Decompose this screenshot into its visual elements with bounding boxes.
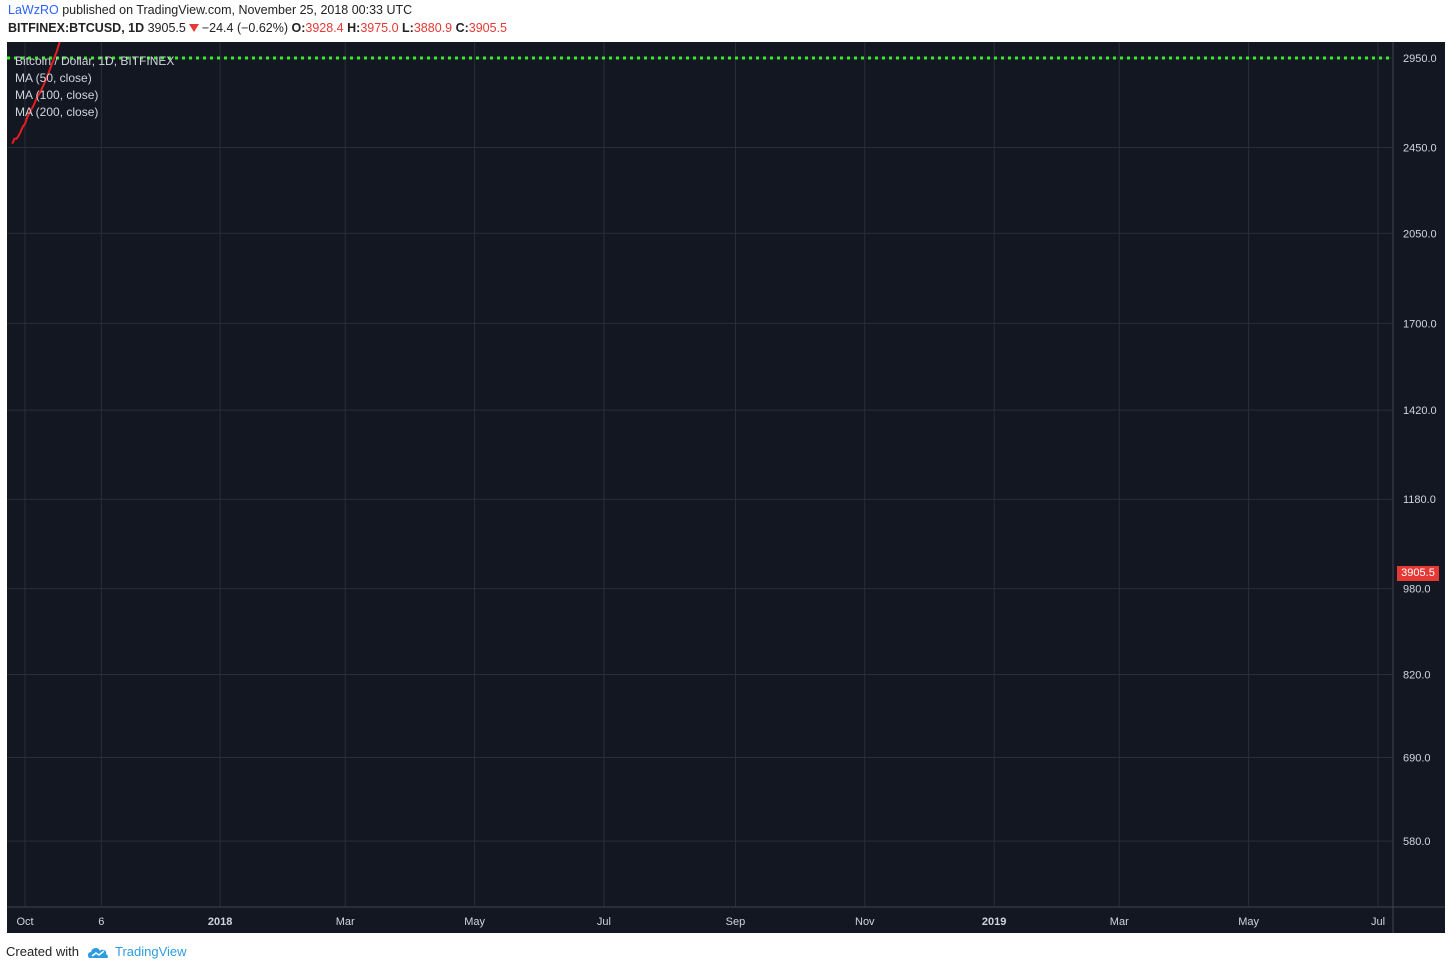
high-value: 3975.0: [360, 21, 399, 35]
symbol-quote-line: BITFINEX:BTCUSD, 1D 3905.5 −24.4 (−0.62%)…: [8, 21, 507, 35]
time-axis-background: [7, 907, 1445, 933]
x-tick-label: Jul: [1371, 916, 1385, 928]
ma100-line: [12, 0, 915, 32]
tradingview-brand: TradingView: [114, 944, 187, 959]
x-tick-label: Jul: [597, 916, 611, 928]
price-change: −24.4 (−0.62%): [201, 21, 289, 35]
high-label: H:: [347, 21, 361, 35]
legend-title: Bitcoin / Dollar, 1D, BITFINEX: [15, 54, 175, 68]
symbol-label: BITFINEX:BTCUSD, 1D: [8, 21, 145, 35]
created-with-text: Created with: [6, 944, 79, 959]
low-value: 3880.9: [413, 21, 453, 35]
x-tick-label: Nov: [855, 916, 875, 928]
x-tick-label: Sep: [726, 916, 746, 928]
tradingview-logo-icon: [87, 947, 108, 958]
footer: Created with TradingView: [6, 944, 187, 959]
y-tick-label: 2450.0: [1403, 142, 1437, 154]
y-tick-label: 2950.0: [1403, 53, 1437, 65]
x-tick-label: Oct: [16, 916, 33, 928]
x-tick-label: May: [464, 916, 485, 928]
x-tick-label: May: [1238, 916, 1259, 928]
open-value: 3928.4: [305, 21, 344, 35]
low-label: L:: [402, 21, 414, 35]
x-tick-label: 2018: [208, 916, 232, 928]
y-tick-label: 980.0: [1403, 584, 1431, 596]
legend-ma50: MA (50, close): [15, 71, 92, 85]
y-tick-label: 2050.0: [1403, 228, 1437, 240]
y-tick-label: 690.0: [1403, 753, 1431, 765]
author-link[interactable]: LaWzRO: [8, 3, 59, 17]
down-arrow-icon: [188, 24, 199, 32]
tradingview-link[interactable]: TradingView: [87, 944, 187, 959]
legend-ma100: MA (100, close): [15, 88, 99, 102]
legend-ma200: MA (200, close): [15, 105, 99, 119]
plot-layer: 4.236(71292.0)3.618(61402.3)2.618(45399.…: [7, 0, 1393, 907]
open-label: O:: [291, 21, 306, 35]
x-tick-label: Mar: [1110, 916, 1129, 928]
y-tick-label: 1700.0: [1403, 318, 1437, 330]
last-price-tag: 3905.5: [1397, 566, 1439, 581]
x-tick-label: Mar: [336, 916, 355, 928]
x-tick-label: 6: [98, 916, 104, 928]
last-price: 3905.5: [147, 21, 186, 35]
chart-legend: Bitcoin / Dollar, 1D, BITFINEX MA (50, c…: [15, 53, 174, 121]
publish-info: LaWzRO published on TradingView.com, Nov…: [8, 3, 412, 17]
y-tick-label: 580.0: [1403, 836, 1431, 848]
price-axis-background: [1393, 42, 1445, 907]
x-tick-label: 2019: [982, 916, 1006, 928]
plot-area-background: [7, 42, 1393, 907]
y-tick-label: 820.0: [1403, 669, 1431, 681]
close-value: 3905.5: [468, 21, 507, 35]
y-tick-label: 1180.0: [1403, 494, 1436, 506]
close-label: C:: [455, 21, 469, 35]
y-tick-label: 1420.0: [1403, 405, 1437, 417]
publish-text: published on TradingView.com, November 2…: [62, 3, 413, 17]
